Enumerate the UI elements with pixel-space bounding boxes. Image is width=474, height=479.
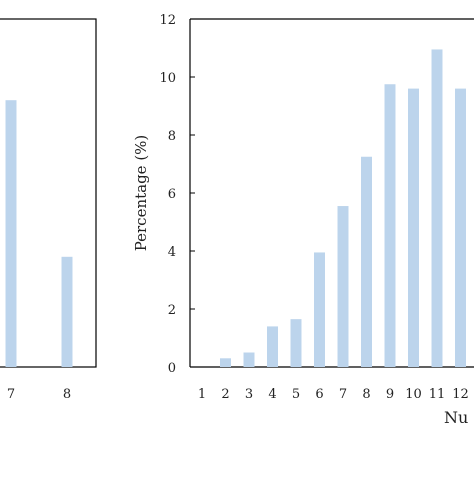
right-bar-10 (408, 88, 419, 367)
right-x-tick-8: 8 (362, 387, 370, 402)
right-x-tick-11: 11 (429, 387, 446, 402)
right-bar-2 (220, 358, 231, 367)
right-y-tick-10: 10 (159, 71, 176, 86)
left-x-tick-7: 7 (7, 387, 15, 402)
right-x-tick-10: 10 (405, 387, 422, 402)
right-bar-12 (455, 88, 466, 367)
right-x-tick-1: 1 (198, 387, 206, 402)
right-x-tick-5: 5 (292, 387, 300, 402)
right-y-tick-0: 0 (168, 361, 176, 376)
right-x-tick-2: 2 (221, 387, 229, 402)
right-bar-6 (314, 252, 325, 367)
left-x-tick-8: 8 (63, 387, 71, 402)
right-y-tick-8: 8 (168, 129, 176, 144)
right-plot-frame (189, 18, 474, 368)
right-y-tick-12: 12 (159, 13, 176, 28)
right-bar-7 (337, 206, 349, 367)
right-bar-4 (267, 326, 278, 367)
right-y-tick-labels: 0 2 4 6 8 10 12 (159, 13, 195, 376)
right-x-tick-12: 12 (452, 387, 469, 402)
right-y-tick-6: 6 (168, 187, 176, 202)
right-x-tick-3: 3 (245, 387, 253, 402)
left-bars-group (5, 100, 73, 367)
left-bar-8 (61, 256, 73, 367)
right-bar-8 (361, 156, 372, 367)
right-x-tick-labels: 1 2 3 4 5 6 7 8 9 10 11 12 (198, 387, 469, 402)
right-bars-group (220, 49, 466, 367)
right-bar-3 (243, 352, 255, 367)
right-x-tick-9: 9 (386, 387, 394, 402)
right-bar-11 (431, 49, 443, 367)
right-x-tick-6: 6 (315, 387, 323, 402)
right-bar-9 (384, 84, 396, 367)
right-x-tick-4: 4 (268, 387, 276, 402)
right-y-tick-4: 4 (168, 245, 176, 260)
right-y-tick-2: 2 (168, 303, 176, 318)
right-x-tick-7: 7 (339, 387, 347, 402)
left-plot-frame (0, 18, 97, 368)
right-x-axis-label: Nu (444, 408, 468, 427)
left-bar-7 (5, 100, 17, 367)
right-bar-5 (290, 319, 302, 367)
right-y-axis-label: Percentage (%) (132, 135, 150, 252)
